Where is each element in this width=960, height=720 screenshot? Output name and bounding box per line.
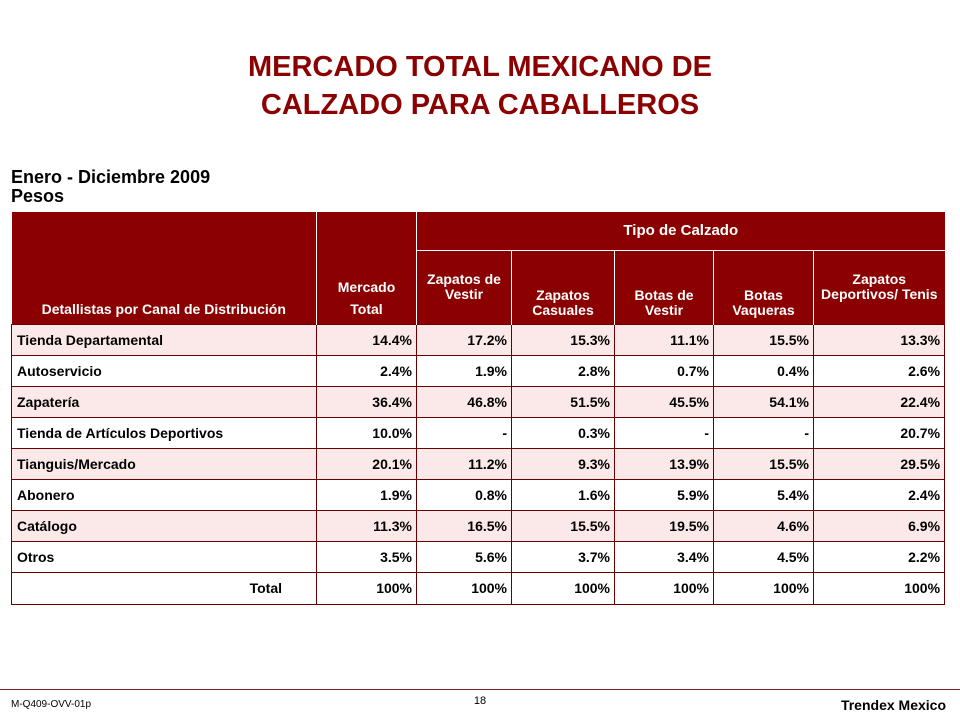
row-value: 9.3% xyxy=(511,447,615,480)
row-value: 2.4% xyxy=(812,478,946,511)
row-value: 6.9% xyxy=(812,509,946,542)
header-market-total: Mercado Total xyxy=(316,212,417,324)
total-value: 100% xyxy=(416,571,512,605)
row-value: 13.3% xyxy=(812,323,946,356)
total-label: Total xyxy=(11,571,317,605)
row-value: 15.5% xyxy=(511,509,615,542)
table-row: Zapatería 36.4% 46.8% 51.5% 45.5% 54.1% 22.4% xyxy=(11,385,946,418)
table-row: Autoservicio 2.4% 1.9% 2.8% 0.7% 0.4% 2.6% xyxy=(11,354,946,387)
header-type-3: Botas de Vestir xyxy=(614,249,714,324)
table-row: Tienda Departamental 14.4% 17.2% 15.3% 11.1%… xyxy=(11,323,946,356)
row-value: 2.8% xyxy=(511,354,615,387)
row-value: 4.6% xyxy=(713,509,814,542)
row-label: Tianguis/Mercado xyxy=(11,447,317,480)
row-value: 1.9% xyxy=(316,478,417,511)
row-value: 2.6% xyxy=(812,354,946,387)
row-value: 5.4% xyxy=(713,478,814,511)
brand-name: Trendex Mexico xyxy=(840,697,946,713)
period-label: Enero - Diciembre 2009 xyxy=(11,167,211,187)
row-value: 1.9% xyxy=(416,354,512,387)
row-value: 5.6% xyxy=(416,540,512,573)
row-value: 22.4% xyxy=(812,385,946,418)
row-value: 51.5% xyxy=(511,385,615,418)
header-type-1: Zapatos de Vestir xyxy=(416,249,512,324)
row-value: 11.2% xyxy=(416,447,512,480)
row-value: 3.5% xyxy=(316,540,417,573)
document-code: M-Q409-OVV-01p xyxy=(11,699,92,710)
slide-title: MERCADO TOTAL MEXICANO DE CALZADO PARA C… xyxy=(0,48,960,124)
currency-label: Pesos xyxy=(11,186,65,206)
row-value: 54.1% xyxy=(713,385,814,418)
row-label: Abonero xyxy=(11,478,317,511)
table-row: Otros 3.5% 5.6% 3.7% 3.4% 4.5% 2.2% xyxy=(11,540,946,573)
row-value: 45.5% xyxy=(614,385,714,418)
footer-divider xyxy=(0,689,960,690)
row-value: 20.7% xyxy=(812,416,946,449)
row-value: 11.3% xyxy=(316,509,417,542)
header-type-5: Zapatos Deportivos/ Tenis xyxy=(812,249,945,324)
total-value: 100% xyxy=(316,571,417,605)
title-line-2: CALZADO PARA CABALLEROS xyxy=(260,89,700,121)
row-value: - xyxy=(614,416,714,449)
period-subtitle: Enero - Diciembre 2009 Pesos xyxy=(11,168,210,206)
row-value: 15.5% xyxy=(713,323,814,356)
row-value: 0.7% xyxy=(614,354,714,387)
row-value: 1.6% xyxy=(511,478,615,511)
row-value: 0.4% xyxy=(713,354,814,387)
row-value: 0.8% xyxy=(416,478,512,511)
row-value: 15.5% xyxy=(713,447,814,480)
row-value: 17.2% xyxy=(416,323,512,356)
row-value: 2.2% xyxy=(812,540,946,573)
row-value: 19.5% xyxy=(614,509,714,542)
table-row: Tianguis/Mercado 20.1% 11.2% 9.3% 13.9% 15.5%… xyxy=(11,447,946,480)
row-label: Tienda Departamental xyxy=(11,323,317,356)
row-value: 11.1% xyxy=(614,323,714,356)
header-type-4: Botas Vaqueras xyxy=(713,249,814,324)
market-share-table: Detallistas por Canal de Distribución Me… xyxy=(11,212,946,605)
table-row: Tienda de Artículos Deportivos 10.0% -0.3%… xyxy=(11,416,946,449)
row-label: Autoservicio xyxy=(11,354,317,387)
row-value: - xyxy=(713,416,814,449)
row-value: - xyxy=(416,416,512,449)
table-row: Abonero 1.9% 0.8% 1.6% 5.9% 5.4% 2.4% xyxy=(11,478,946,511)
total-value: 100% xyxy=(713,571,814,605)
row-value: 15.3% xyxy=(511,323,615,356)
row-value: 13.9% xyxy=(614,447,714,480)
row-value: 46.8% xyxy=(416,385,512,418)
row-value: 3.4% xyxy=(614,540,714,573)
total-value: 100% xyxy=(812,571,946,605)
header-channel: Detallistas por Canal de Distribución xyxy=(11,212,317,324)
total-value: 100% xyxy=(511,571,615,605)
title-line-1: MERCADO TOTAL MEXICANO DE xyxy=(247,51,712,83)
row-value: 0.3% xyxy=(511,416,615,449)
total-row: Total 100% 100% 100% 100% 100% 100% xyxy=(11,571,946,605)
row-value: 14.4% xyxy=(316,323,417,356)
row-label: Zapatería xyxy=(11,385,317,418)
row-value: 20.1% xyxy=(316,447,417,480)
row-value: 36.4% xyxy=(316,385,417,418)
row-value: 29.5% xyxy=(812,447,946,480)
row-value: 5.9% xyxy=(614,478,714,511)
row-label: Tienda de Artículos Deportivos xyxy=(11,416,317,449)
row-value: 3.7% xyxy=(511,540,615,573)
row-value: 10.0% xyxy=(316,416,417,449)
row-value: 16.5% xyxy=(416,509,512,542)
row-label: Otros xyxy=(11,540,317,573)
header-type-2: Zapatos Casuales xyxy=(511,249,615,324)
row-value: 4.5% xyxy=(713,540,814,573)
total-value: 100% xyxy=(614,571,714,605)
table-row: Catálogo 11.3% 16.5% 15.5% 19.5% 4.6% 6.9% xyxy=(11,509,946,542)
row-label: Catálogo xyxy=(11,509,317,542)
header-footwear-type: Tipo de Calzado xyxy=(415,212,945,250)
page-number: 18 xyxy=(473,695,487,707)
row-value: 2.4% xyxy=(316,354,417,387)
